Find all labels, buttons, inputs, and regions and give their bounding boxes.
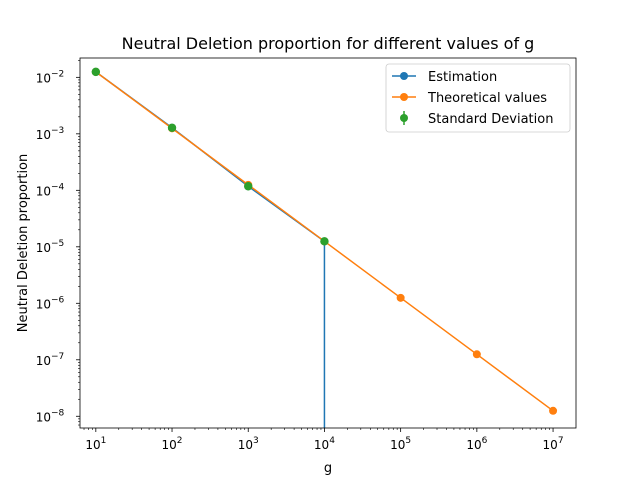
legend-label: Standard Deviation	[428, 112, 553, 127]
x-tick-label: 104	[314, 436, 335, 452]
x-tick-label: 106	[466, 436, 487, 452]
y-tick-label: 10−4	[36, 182, 65, 198]
y-axis: 10−2 10−3 10−4 10−5 10−6 10−7 10−8	[36, 60, 80, 426]
x-tick-label: 102	[162, 436, 183, 452]
theoretical-point	[396, 293, 405, 302]
y-axis-label: Neutral Deletion proportion	[16, 154, 31, 332]
plot-area	[91, 67, 558, 428]
x-tick-label: 105	[390, 436, 411, 452]
estimation-line	[95, 71, 326, 428]
std-dev-point	[91, 67, 101, 77]
y-tick-label: 10−3	[36, 126, 65, 142]
x-tick-label: 103	[238, 436, 259, 452]
plot-frame	[79, 57, 577, 429]
legend-label: Theoretical values	[427, 91, 547, 106]
theoretical-point	[472, 350, 481, 359]
std-dev-point	[167, 123, 177, 132]
legend-frame	[385, 63, 571, 133]
x-axis: 101 102 103 104 105 106 107	[83, 428, 564, 452]
y-tick-label: 10−5	[36, 239, 65, 255]
theoretical-point	[549, 406, 558, 415]
std-dev-point	[244, 182, 253, 191]
y-tick-label: 10−8	[36, 408, 65, 424]
chart-title: Neutral Deletion proportion for differen…	[122, 34, 535, 53]
legend: Estimation Theoretical values Standard Dev…	[385, 63, 571, 133]
y-tick-label: 10−7	[36, 352, 65, 368]
y-tick-label: 10−6	[36, 295, 65, 311]
legend-swatch-marker	[400, 72, 408, 80]
std-dev-point	[320, 237, 329, 246]
legend-label: Estimation	[428, 70, 497, 85]
x-axis-label: g	[324, 461, 332, 476]
y-tick-label: 10−2	[36, 69, 65, 85]
x-tick-label: 101	[85, 436, 106, 452]
legend-swatch-marker	[400, 114, 408, 122]
legend-swatch-marker	[400, 93, 408, 101]
x-tick-label: 107	[543, 436, 564, 452]
